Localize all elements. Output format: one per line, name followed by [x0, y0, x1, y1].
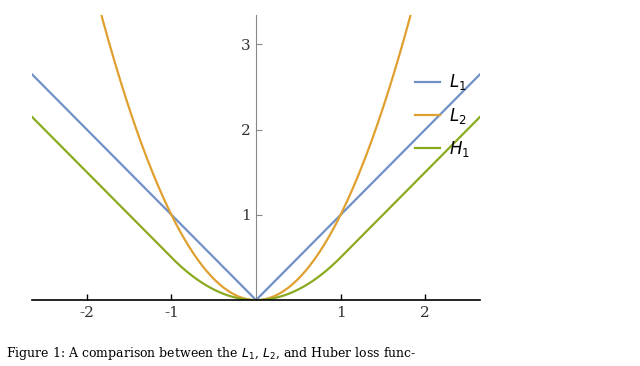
$L_2$	[220, 285, 227, 290]
$H_1$	[467, 123, 475, 128]
$L_1$	[419, 130, 427, 134]
Line: $L_1$: $L_1$	[32, 74, 480, 300]
$L_1$	[476, 72, 484, 76]
$H_1$	[476, 115, 484, 119]
$H_1$	[79, 166, 87, 171]
$L_1$	[467, 81, 475, 85]
$H_1$	[220, 291, 227, 296]
$H_1$	[106, 193, 113, 197]
$H_1$	[28, 115, 36, 119]
$L_1$	[220, 265, 227, 269]
$L_1$	[28, 72, 36, 76]
$L_2$	[200, 265, 207, 270]
Line: $L_2$: $L_2$	[32, 0, 480, 300]
$L_1$	[252, 298, 260, 302]
$L_1$	[200, 245, 207, 250]
$L_2$	[106, 42, 113, 47]
$L_1$	[79, 124, 87, 128]
Line: $H_1$: $H_1$	[32, 117, 480, 300]
$L_2$	[252, 298, 260, 302]
$L_1$	[106, 150, 113, 155]
$H_1$	[419, 172, 427, 176]
$H_1$	[252, 298, 260, 302]
Legend: $L_1$, $L_2$, $H_1$: $L_1$, $L_2$, $H_1$	[408, 66, 476, 166]
Text: Figure 1: A comparison between the $L_1$, $L_2$, and Huber loss func-: Figure 1: A comparison between the $L_1$…	[6, 346, 417, 362]
$H_1$	[200, 282, 207, 286]
